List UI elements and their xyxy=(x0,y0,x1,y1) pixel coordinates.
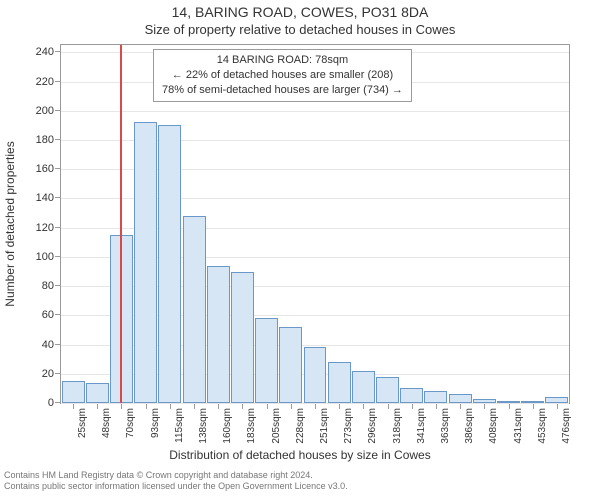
bar xyxy=(473,399,496,403)
x-tick-label: 183sqm xyxy=(246,408,257,444)
y-tick-label: 180 xyxy=(14,134,54,146)
x-tick-label: 386sqm xyxy=(464,408,475,444)
info-line-3: 78% of semi-detached houses are larger (… xyxy=(162,83,403,98)
x-tick-label: 273sqm xyxy=(343,408,354,444)
bar xyxy=(521,401,544,403)
x-tick-mark xyxy=(242,404,243,409)
bar xyxy=(304,347,327,403)
x-tick-mark xyxy=(460,404,461,409)
x-tick-mark xyxy=(97,404,98,409)
y-tick-label: 140 xyxy=(14,192,54,204)
chart-subtitle: Size of property relative to detached ho… xyxy=(0,22,600,37)
x-tick-mark xyxy=(291,404,292,409)
bar xyxy=(545,397,568,403)
x-tick-mark xyxy=(412,404,413,409)
info-line-2: ← 22% of detached houses are smaller (20… xyxy=(162,68,403,83)
bar xyxy=(134,122,157,403)
bar xyxy=(376,377,399,403)
y-tick-label: 220 xyxy=(14,76,54,88)
y-tick-label: 120 xyxy=(14,222,54,234)
footer-line-1: Contains HM Land Registry data © Crown c… xyxy=(4,470,590,481)
y-tick-label: 100 xyxy=(14,251,54,263)
bar xyxy=(497,401,520,403)
y-tick-label: 200 xyxy=(14,105,54,117)
x-tick-label: 160sqm xyxy=(222,408,233,444)
x-tick-mark xyxy=(194,404,195,409)
x-tick-label: 228sqm xyxy=(295,408,306,444)
bar xyxy=(183,216,206,403)
bar xyxy=(352,371,375,403)
reference-line xyxy=(120,45,122,403)
x-tick-label: 138sqm xyxy=(198,408,209,444)
x-axis-label: Distribution of detached houses by size … xyxy=(0,448,600,462)
gridline xyxy=(61,111,569,112)
x-tick-mark xyxy=(557,404,558,409)
info-box: 14 BARING ROAD: 78sqm ← 22% of detached … xyxy=(153,49,412,102)
bar xyxy=(279,327,302,403)
x-tick-mark xyxy=(533,404,534,409)
x-tick-mark xyxy=(73,404,74,409)
x-tick-mark xyxy=(388,404,389,409)
x-tick-mark xyxy=(339,404,340,409)
bar xyxy=(231,272,254,404)
y-tick-label: 20 xyxy=(14,368,54,380)
x-tick-mark xyxy=(267,404,268,409)
x-tick-mark xyxy=(363,404,364,409)
bar xyxy=(207,266,230,403)
y-tick-label: 60 xyxy=(14,309,54,321)
x-tick-label: 251sqm xyxy=(319,408,330,444)
bar xyxy=(255,318,278,403)
x-tick-mark xyxy=(484,404,485,409)
x-tick-label: 93sqm xyxy=(150,408,161,438)
x-tick-mark xyxy=(509,404,510,409)
y-tick-label: 80 xyxy=(14,280,54,292)
x-tick-mark xyxy=(146,404,147,409)
bar xyxy=(86,383,109,403)
footer-attribution: Contains HM Land Registry data © Crown c… xyxy=(4,470,590,493)
y-tick-label: 0 xyxy=(14,397,54,409)
bar xyxy=(424,391,447,403)
x-tick-label: 48sqm xyxy=(101,408,112,438)
x-tick-mark xyxy=(218,404,219,409)
x-tick-mark xyxy=(121,404,122,409)
x-tick-label: 341sqm xyxy=(416,408,427,444)
x-tick-label: 453sqm xyxy=(537,408,548,444)
x-tick-label: 318sqm xyxy=(392,408,403,444)
x-tick-mark xyxy=(436,404,437,409)
x-tick-label: 205sqm xyxy=(271,408,282,444)
x-tick-mark xyxy=(170,404,171,409)
y-tick-label: 240 xyxy=(14,46,54,58)
chart-title-address: 14, BARING ROAD, COWES, PO31 8DA xyxy=(0,4,600,20)
x-tick-label: 296sqm xyxy=(367,408,378,444)
footer-line-2: Contains public sector information licen… xyxy=(4,481,590,492)
x-tick-label: 408sqm xyxy=(488,408,499,444)
bar xyxy=(400,388,423,403)
x-tick-label: 25sqm xyxy=(77,408,88,438)
y-tick-label: 40 xyxy=(14,339,54,351)
x-tick-label: 363sqm xyxy=(440,408,451,444)
bar xyxy=(158,125,181,403)
bar xyxy=(449,394,472,403)
bar xyxy=(328,362,351,403)
y-tick-label: 160 xyxy=(14,163,54,175)
x-tick-mark xyxy=(315,404,316,409)
x-tick-label: 115sqm xyxy=(174,408,185,443)
plot-area: 14 BARING ROAD: 78sqm ← 22% of detached … xyxy=(60,44,570,404)
x-tick-label: 431sqm xyxy=(513,408,524,444)
x-tick-label: 70sqm xyxy=(125,408,136,438)
histogram-chart: 14, BARING ROAD, COWES, PO31 8DA Size of… xyxy=(0,0,600,500)
bar xyxy=(62,381,85,403)
x-tick-label: 476sqm xyxy=(561,408,572,444)
info-line-1: 14 BARING ROAD: 78sqm xyxy=(162,53,403,68)
